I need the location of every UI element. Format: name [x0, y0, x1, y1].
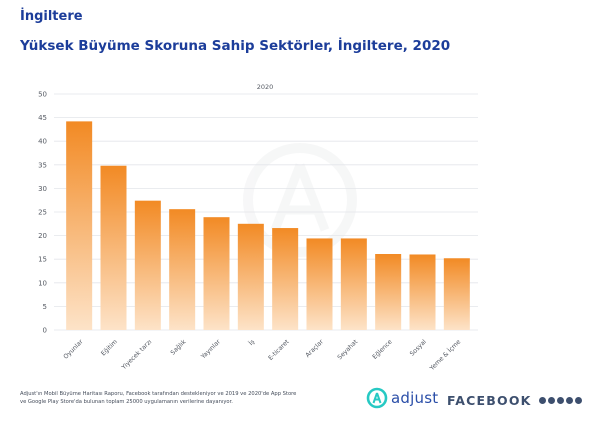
- facebook-wordmark: FACEBOOK: [447, 393, 532, 408]
- y-tick-label: 5: [43, 303, 47, 311]
- y-tick-label: 10: [38, 279, 47, 287]
- y-tick-label: 25: [38, 209, 47, 217]
- y-tick-label: 35: [38, 161, 47, 169]
- y-axis-ticks: 0 5 10 15 20 25 30 35 40 45 50: [38, 91, 47, 335]
- y-tick-label: 0: [43, 327, 47, 335]
- bar: [375, 254, 402, 330]
- watermark-logo: [243, 143, 357, 257]
- bar: [443, 258, 470, 330]
- bar: [169, 209, 196, 330]
- x-tick-label: Sağlık: [169, 337, 188, 356]
- bars: [66, 121, 470, 330]
- series-label: 2020: [257, 83, 274, 91]
- bar: [237, 223, 264, 330]
- page-title: İngiltere: [20, 9, 83, 24]
- x-tick-label: Yiyecek tarzı: [120, 338, 154, 372]
- adjust-wordmark: adjust: [391, 389, 439, 407]
- bar: [409, 254, 436, 330]
- facebook-brand: FACEBOOK: [447, 393, 582, 408]
- x-tick-label: Seyahat: [336, 338, 359, 361]
- x-tick-label: Eğitim: [99, 338, 119, 358]
- y-tick-label: 45: [38, 114, 47, 122]
- whatsapp-icon: [565, 397, 573, 404]
- bar: [134, 200, 161, 330]
- messenger-icon: [547, 397, 555, 404]
- instagram-icon: [556, 397, 564, 404]
- oculus-icon: [574, 397, 582, 404]
- x-tick-label: Eğlence: [371, 338, 394, 361]
- y-tick-label: 20: [38, 232, 47, 240]
- adjust-icon: [366, 387, 388, 409]
- bar: [306, 238, 333, 330]
- x-axis-ticks: Oyunlar Eğitim Yiyecek tarzı Sağlık Yayınlar…: [62, 337, 462, 373]
- x-tick-label: Sosyal: [409, 338, 428, 357]
- y-tick-label: 40: [38, 138, 47, 146]
- bar: [100, 165, 127, 330]
- footer-note: Adjust'ın Mobil Büyüme Haritası Raporu, …: [20, 391, 297, 405]
- adjust-logo: adjust: [366, 387, 438, 409]
- x-tick-label: Araçlar: [304, 338, 325, 359]
- x-tick-label: Yeme & İçme: [427, 337, 463, 373]
- facebook-icon: [538, 397, 546, 404]
- page-subtitle: Yüksek Büyüme Skoruna Sahip Sektörler, İ…: [20, 38, 451, 54]
- x-tick-label: İş: [246, 337, 256, 347]
- bar: [272, 228, 299, 330]
- bar: [203, 217, 230, 330]
- x-tick-label: Yayınlar: [199, 338, 222, 361]
- y-tick-label: 15: [38, 256, 47, 264]
- y-tick-label: 30: [38, 185, 47, 193]
- x-tick-label: Oyunlar: [62, 338, 85, 361]
- social-icons: [537, 397, 582, 404]
- bar: [66, 121, 93, 330]
- x-tick-label: E-ticaret: [267, 338, 291, 362]
- bar: [340, 238, 367, 330]
- y-tick-label: 50: [38, 91, 47, 99]
